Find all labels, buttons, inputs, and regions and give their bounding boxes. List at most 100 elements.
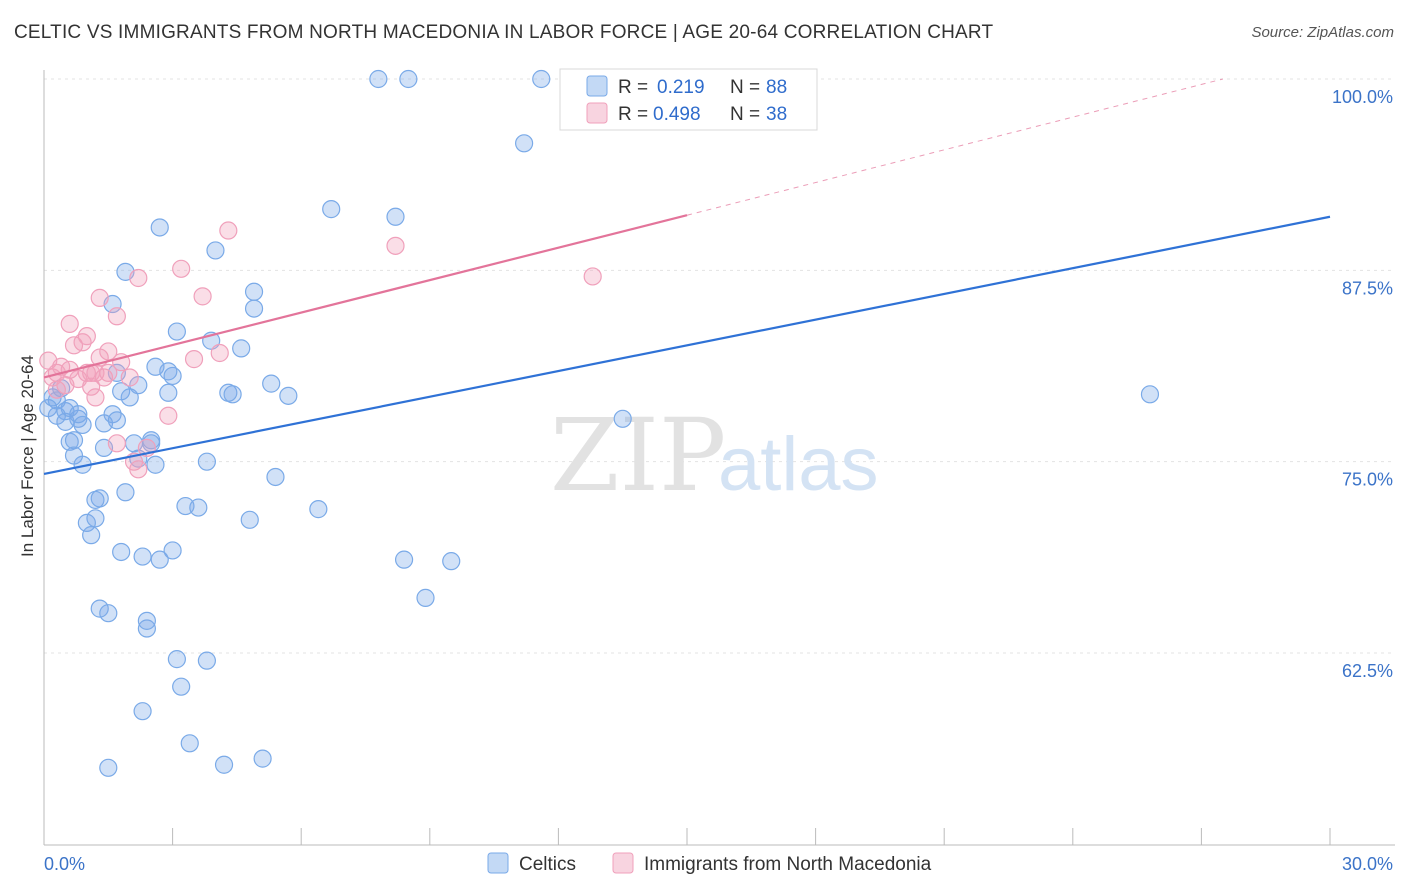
point-macedonia xyxy=(99,342,118,361)
point-celtics xyxy=(399,69,418,89)
point-celtics xyxy=(309,500,328,519)
point-celtics xyxy=(244,299,264,318)
point-celtics xyxy=(197,651,216,670)
point-celtics xyxy=(180,734,199,753)
point-celtics xyxy=(133,702,152,721)
point-macedonia xyxy=(47,380,66,399)
point-celtics xyxy=(167,650,186,669)
point-celtics xyxy=(150,550,169,569)
point-celtics xyxy=(137,611,156,630)
point-celtics xyxy=(197,452,216,471)
point-macedonia xyxy=(90,288,109,307)
point-celtics xyxy=(386,207,405,226)
point-celtics xyxy=(206,241,225,260)
point-celtics xyxy=(99,604,118,623)
trend-lines xyxy=(43,78,1331,475)
chart-title: CELTIC VS IMMIGRANTS FROM NORTH MACEDONI… xyxy=(14,22,994,43)
point-celtics xyxy=(253,749,272,768)
point-macedonia xyxy=(120,368,139,387)
point-celtics xyxy=(189,498,208,517)
point-celtics xyxy=(1140,385,1160,404)
point-celtics xyxy=(279,386,298,405)
trend-line-macedonia-extension xyxy=(686,78,1223,216)
point-macedonia xyxy=(129,268,148,288)
point-macedonia xyxy=(82,377,101,396)
point-celtics xyxy=(90,489,109,508)
point-celtics xyxy=(244,282,264,301)
legend-n-label-2: N = xyxy=(730,104,760,125)
trend-line-macedonia xyxy=(43,214,688,379)
point-macedonia xyxy=(77,327,96,346)
point-celtics xyxy=(266,467,285,487)
point-celtics xyxy=(69,405,88,424)
legend: R = 0.219 N = 88 R = 0.498 N = 38 xyxy=(559,68,818,131)
legend-swatch-celtics xyxy=(586,75,608,97)
x-tick-label-min: 0.0% xyxy=(44,854,85,874)
point-celtics xyxy=(394,550,414,569)
bottom-legend: Celtics Immigrants from North Macedonia xyxy=(487,852,932,875)
point-macedonia xyxy=(583,267,602,286)
point-celtics xyxy=(150,218,169,237)
bottom-legend-macedonia: Immigrants from North Macedonia xyxy=(644,854,932,875)
point-celtics xyxy=(137,619,156,638)
y-tick-label: 87.5% xyxy=(1342,278,1393,298)
point-celtics xyxy=(107,411,126,430)
trend-line-celtics xyxy=(43,215,1331,475)
point-celtics xyxy=(86,509,105,528)
watermark-atlas: atlas xyxy=(718,422,879,507)
scatter-points xyxy=(39,69,1160,777)
y-tick-label: 100.0% xyxy=(1332,87,1393,107)
legend-n-value-1: 88 xyxy=(766,77,787,98)
gridlines xyxy=(44,78,1395,654)
point-macedonia xyxy=(60,314,79,334)
y-axis-label: In Labor Force | Age 20-64 xyxy=(18,355,37,557)
point-macedonia xyxy=(86,388,105,407)
legend-r-value-2: 0.498 xyxy=(653,104,701,125)
point-celtics xyxy=(116,483,135,502)
legend-r-label-2: R = xyxy=(618,104,648,125)
point-celtics xyxy=(613,409,632,428)
legend-r-label-1: R = xyxy=(618,77,648,98)
point-celtics xyxy=(73,415,92,435)
bottom-legend-celtics: Celtics xyxy=(519,854,576,875)
point-macedonia xyxy=(107,307,126,326)
point-celtics xyxy=(90,599,109,618)
point-celtics xyxy=(223,385,242,404)
point-celtics xyxy=(82,526,101,545)
point-celtics xyxy=(172,677,191,696)
point-celtics xyxy=(262,374,281,393)
point-macedonia xyxy=(219,221,238,240)
point-celtics xyxy=(322,200,341,219)
point-celtics xyxy=(146,455,165,474)
legend-r-value-1: 0.219 xyxy=(657,77,705,98)
x-tick-label-max: 30.0% xyxy=(1342,854,1393,874)
point-celtics xyxy=(159,383,178,402)
point-macedonia xyxy=(184,350,204,369)
point-celtics xyxy=(163,541,182,560)
point-celtics xyxy=(112,542,131,562)
legend-swatch-macedonia xyxy=(586,102,608,124)
point-celtics xyxy=(99,758,118,777)
point-celtics xyxy=(240,510,259,529)
watermark-zip: ZIP xyxy=(550,397,726,514)
y-tick-label: 75.0% xyxy=(1342,470,1393,490)
point-macedonia xyxy=(159,406,178,425)
legend-box xyxy=(559,68,818,131)
chart-source: Source: ZipAtlas.com xyxy=(1251,24,1394,41)
point-macedonia xyxy=(193,287,212,306)
point-celtics xyxy=(133,547,152,566)
tick-labels: 62.5% 75.0% 87.5% 100.0% 0.0% 30.0% xyxy=(44,87,1393,874)
legend-n-value-2: 38 xyxy=(766,104,787,125)
point-celtics xyxy=(442,552,461,571)
point-celtics xyxy=(532,69,551,89)
bottom-legend-swatch-celtics xyxy=(487,852,509,874)
point-celtics xyxy=(416,588,435,607)
point-celtics xyxy=(232,339,251,358)
point-celtics xyxy=(64,431,84,450)
point-celtics xyxy=(167,322,186,341)
point-celtics xyxy=(214,755,234,774)
point-macedonia xyxy=(172,259,191,278)
point-macedonia xyxy=(99,363,118,382)
y-tick-label: 62.5% xyxy=(1342,661,1393,681)
